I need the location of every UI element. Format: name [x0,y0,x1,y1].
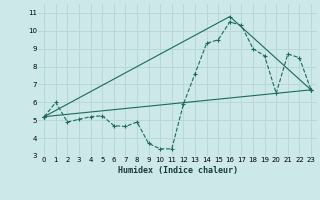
X-axis label: Humidex (Indice chaleur): Humidex (Indice chaleur) [118,166,238,175]
